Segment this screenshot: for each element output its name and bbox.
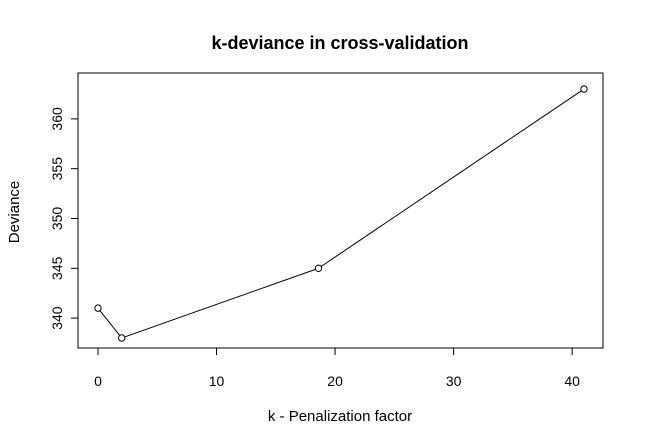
y-tick-label: 355 <box>49 157 65 181</box>
data-point <box>118 334 126 342</box>
y-axis-title: Deviance <box>6 181 23 244</box>
y-tick-label: 350 <box>49 207 65 231</box>
x-tick-label: 10 <box>209 373 225 389</box>
x-tick-label: 30 <box>446 373 462 389</box>
y-tick-label: 345 <box>49 256 65 280</box>
x-axis-title: k - Penalization factor <box>268 408 412 425</box>
series-line-segment <box>99 310 121 336</box>
x-axis: 0 10 20 30 40 <box>94 348 580 389</box>
series-line-segment <box>320 90 582 267</box>
y-axis: 340 345 350 355 360 <box>49 107 78 330</box>
y-tick-label: 360 <box>49 107 65 131</box>
data-point <box>94 304 102 312</box>
plot-frame <box>77 72 604 349</box>
x-tick-label: 40 <box>564 373 580 389</box>
series-group <box>94 85 588 342</box>
chart-title: k-deviance in cross-validation <box>211 33 468 53</box>
data-point <box>314 264 323 272</box>
series-line-segment <box>124 268 316 338</box>
x-tick-label: 0 <box>94 373 102 389</box>
data-point <box>580 85 588 93</box>
x-tick-label: 20 <box>327 373 343 389</box>
y-tick-label: 340 <box>49 306 65 330</box>
